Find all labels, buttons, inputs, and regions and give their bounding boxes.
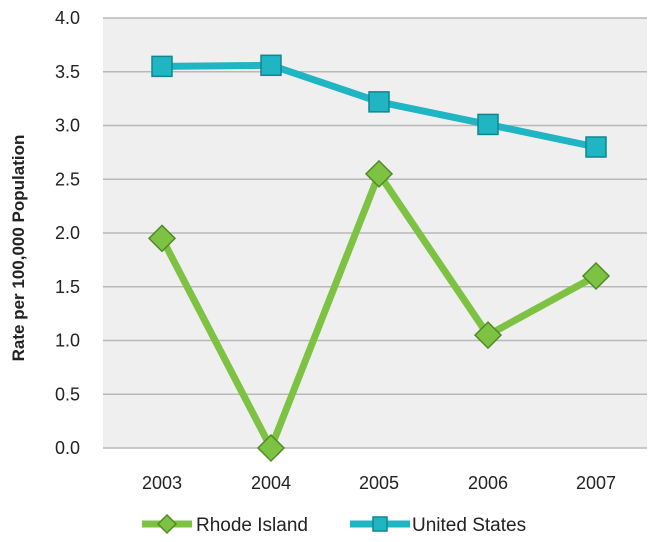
data-point-square (585, 136, 607, 158)
series-layer (147, 54, 611, 463)
data-point-diamond (364, 159, 394, 188)
y-axis-ticks: 0.0 0.5 1.0 1.5 2.0 2.5 3.0 3.5 4.0 (55, 8, 80, 458)
y-tick-label: 2.0 (55, 223, 80, 243)
y-tick-label: 3.0 (55, 116, 80, 136)
data-point-diamond (156, 513, 178, 535)
y-axis-title: Rate per 100,000 Population (9, 135, 28, 362)
y-tick-label: 4.0 (55, 8, 80, 28)
y-tick-label: 0.5 (55, 384, 80, 404)
legend: Rhode Island United States (142, 513, 526, 536)
x-tick-label: 2006 (468, 473, 508, 493)
data-point-diamond (256, 433, 286, 463)
x-tick-label: 2007 (576, 473, 616, 493)
data-point-square (260, 54, 282, 77)
series-united-states (151, 54, 607, 158)
data-point-square (477, 113, 499, 136)
x-tick-label: 2003 (142, 473, 182, 493)
x-tick-label: 2004 (251, 473, 291, 493)
x-axis-ticks: 2003 2004 2005 2006 2007 (142, 473, 616, 493)
y-tick-label: 1.5 (55, 277, 80, 297)
data-point-square (151, 55, 173, 78)
y-tick-label: 0.0 (55, 438, 80, 458)
series-rhode-island (147, 159, 611, 463)
legend-item: United States (350, 515, 526, 536)
data-point-square (368, 91, 390, 113)
x-tick-label: 2005 (359, 473, 399, 493)
data-point-diamond (147, 224, 177, 253)
data-point-diamond (473, 321, 503, 350)
legend-label: Rhode Island (196, 515, 308, 536)
data-point-diamond (581, 261, 611, 291)
y-tick-label: 1.0 (55, 331, 80, 351)
y-tick-label: 2.5 (55, 169, 80, 189)
data-point-square (372, 516, 388, 532)
legend-label: United States (412, 515, 526, 536)
y-tick-label: 3.5 (55, 62, 80, 82)
legend-item: Rhode Island (142, 513, 308, 536)
